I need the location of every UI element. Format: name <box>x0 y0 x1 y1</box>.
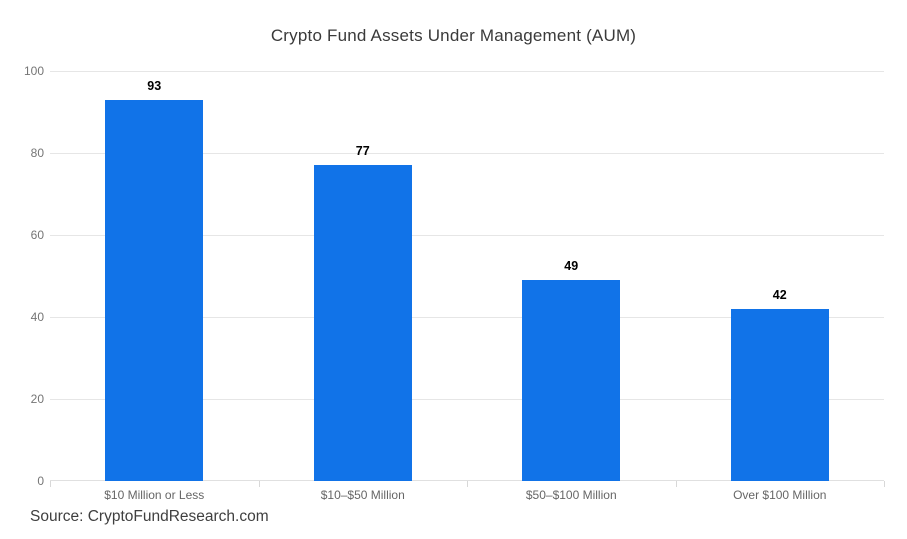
gridline <box>50 71 884 72</box>
x-axis-category-label: $50–$100 Million <box>525 488 617 502</box>
plot-area: 93 77 49 42 <box>50 71 884 481</box>
x-axis-category-label: $10–$50 Million <box>320 488 405 502</box>
x-axis-tick <box>50 481 51 487</box>
gridline <box>50 235 884 236</box>
y-axis-label: 20 <box>30 392 44 406</box>
bar[interactable] <box>522 280 621 481</box>
bar[interactable] <box>313 165 412 481</box>
bar-value-label: 77 <box>355 144 370 159</box>
source-note: Source: CryptoFundResearch.com <box>30 508 269 525</box>
gridline <box>50 153 884 154</box>
x-axis-tick <box>467 481 468 487</box>
x-axis-line <box>50 480 884 481</box>
y-axis-label: 40 <box>30 310 44 324</box>
gridline <box>50 317 884 318</box>
x-axis-category-label: $10 Million or Less <box>104 488 205 502</box>
y-axis-label: 60 <box>30 228 44 242</box>
bar-value-label: 42 <box>772 287 787 302</box>
y-axis-label: 100 <box>23 64 44 78</box>
x-axis-category-label: Over $100 Million <box>733 488 827 502</box>
chart-title: Crypto Fund Assets Under Management (AUM… <box>270 26 637 45</box>
x-axis-tick <box>675 481 677 487</box>
bar-value-label: 93 <box>147 78 162 93</box>
bar[interactable] <box>105 99 204 481</box>
bar[interactable] <box>730 308 829 481</box>
y-axis-label: 80 <box>30 146 44 160</box>
x-axis-tick <box>258 481 260 487</box>
y-axis-label: 0 <box>37 474 44 488</box>
bar-value-label: 49 <box>564 259 579 274</box>
x-axis-tick <box>884 481 885 487</box>
gridline <box>50 399 884 400</box>
